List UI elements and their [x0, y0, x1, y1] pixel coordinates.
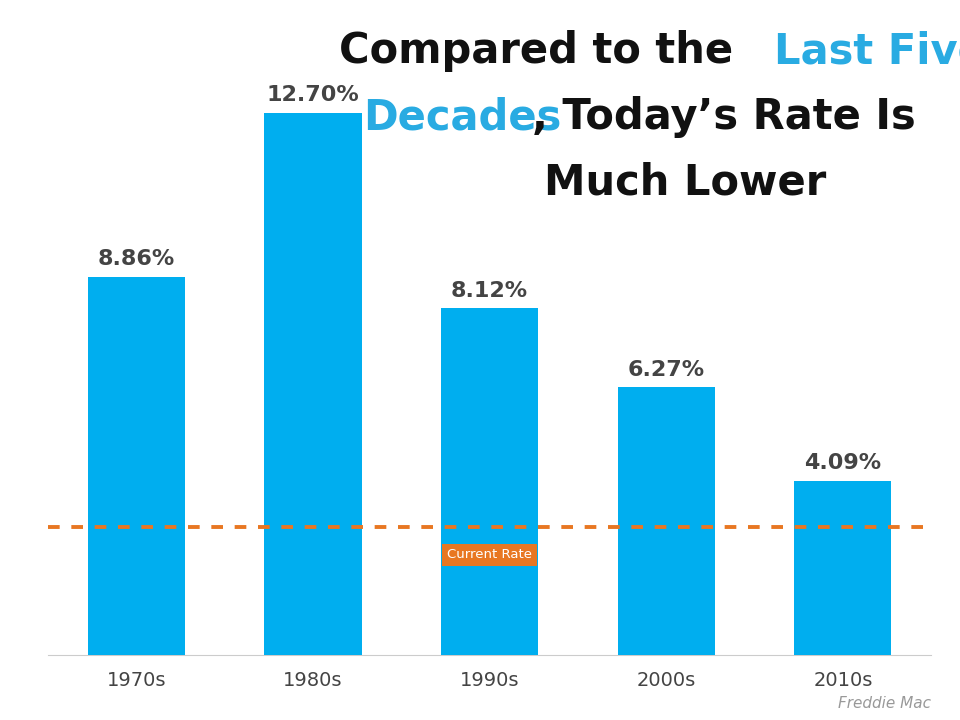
Text: 4.09%: 4.09%: [804, 453, 881, 473]
Text: Freddie Mac: Freddie Mac: [838, 696, 931, 711]
Bar: [441, 308, 539, 655]
Bar: [87, 277, 185, 655]
Text: Decades: Decades: [363, 96, 562, 138]
Text: 8.12%: 8.12%: [451, 281, 528, 301]
Bar: [264, 113, 362, 655]
Text: , Today’s Rate Is: , Today’s Rate Is: [533, 96, 916, 138]
Text: Compared to the: Compared to the: [339, 30, 748, 72]
Text: Last Five: Last Five: [774, 30, 960, 72]
Text: Current Rate: Current Rate: [447, 549, 532, 562]
Text: 12.70%: 12.70%: [267, 85, 359, 105]
Bar: [794, 480, 892, 655]
Bar: [617, 387, 715, 655]
Text: Much Lower: Much Lower: [544, 161, 827, 203]
Text: 6.27%: 6.27%: [628, 360, 705, 379]
Text: 8.86%: 8.86%: [98, 249, 175, 269]
